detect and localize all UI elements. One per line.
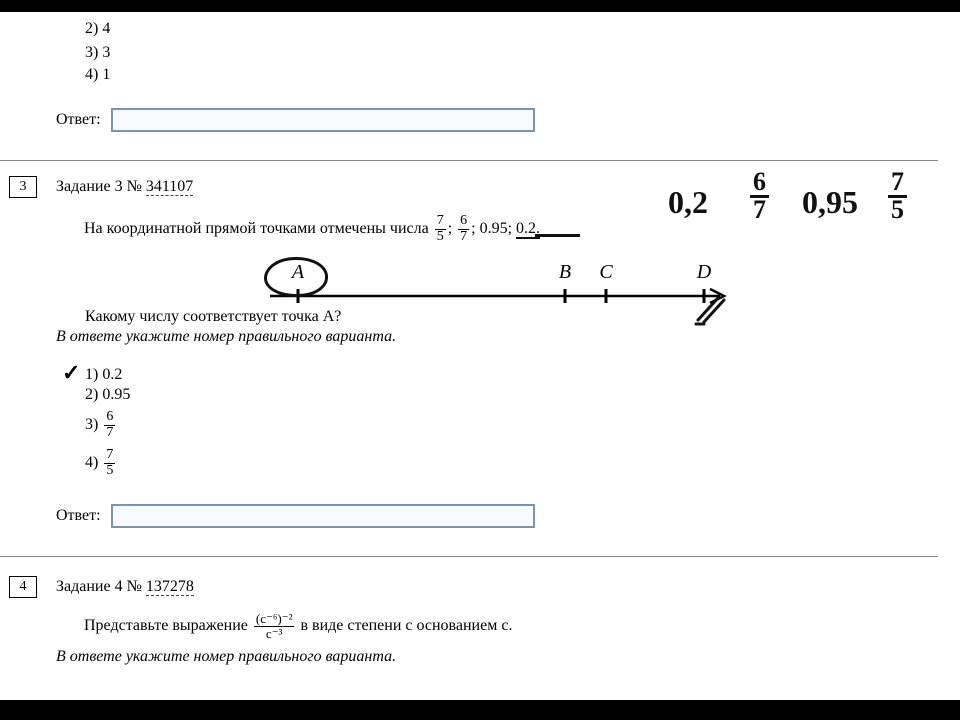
- task4-id-link[interactable]: 137278: [146, 578, 194, 596]
- task2-opt-4: 4) 1: [85, 66, 110, 84]
- task3-frac1: 7 5: [435, 214, 446, 244]
- task3-opt-3: 3) 67: [85, 410, 117, 440]
- task2-answer-input[interactable]: [111, 108, 535, 132]
- task3-opt-4-frac: 75: [104, 448, 115, 478]
- worksheet-page: 2) 4 3) 3 4) 1 Ответ: 3 Задание 3 № 3411…: [0, 12, 960, 700]
- task2-answer-label: Ответ:: [56, 111, 101, 129]
- task3-stmt-p1: На координатной прямой точками отмечены …: [84, 220, 433, 237]
- task4-number-box: 4: [9, 576, 37, 598]
- handwriting: 67: [750, 170, 769, 225]
- hand-pen-icon: [694, 290, 728, 328]
- task4-statement: Представьте выражение (c⁻⁶)⁻² c⁻³ в виде…: [84, 612, 784, 640]
- task3-sep2: ; 0.95;: [471, 220, 516, 237]
- task3-opt-1: 1) 0.2: [85, 366, 122, 384]
- task3-question: Какому числу соответствует точка A?: [85, 308, 341, 326]
- task3-id-link[interactable]: 341107: [146, 178, 193, 196]
- divider-2: [0, 556, 938, 557]
- hand-checkmark: ✓: [62, 360, 80, 386]
- task3-statement: На координатной прямой точками отмечены …: [84, 214, 604, 244]
- hand-circle-A: [264, 257, 328, 297]
- task3-sep1: ;: [448, 220, 456, 237]
- task4-stmt-p2: в виде степени с основанием c.: [300, 617, 512, 634]
- task3-answer-label: Ответ:: [56, 507, 101, 525]
- task4-header: Задание 4 № 137278: [56, 578, 194, 596]
- task3-instruction: В ответе укажите номер правильного вариа…: [56, 328, 396, 346]
- task3-answer-row: Ответ:: [56, 504, 535, 528]
- browser-botbar: [0, 700, 960, 720]
- task4-instruction: В ответе укажите номер правильного вариа…: [56, 648, 396, 666]
- hand-underline-02: [535, 234, 580, 237]
- task3-number-box: 3: [9, 176, 37, 198]
- divider-1: [0, 160, 938, 161]
- task3-header: Задание 3 № 341107: [56, 178, 193, 196]
- task4-stmt-p1: Представьте выражение: [84, 617, 252, 634]
- svg-text:C: C: [599, 261, 613, 283]
- task3-opt-4: 4) 75: [85, 448, 117, 478]
- task3-frac2: 6 7: [458, 214, 469, 244]
- task2-answer-row: Ответ:: [56, 108, 535, 132]
- task2-opt-2: 2) 4: [85, 20, 110, 38]
- task3-opt-3-frac: 67: [104, 410, 115, 440]
- svg-text:D: D: [696, 261, 712, 283]
- browser-topbar: [0, 0, 960, 12]
- svg-text:B: B: [559, 261, 571, 283]
- task3-answer-input[interactable]: [111, 504, 535, 528]
- handwriting: 75: [888, 170, 907, 225]
- task3-opt-2: 2) 0.95: [85, 386, 130, 404]
- task2-opt-3: 3) 3: [85, 44, 110, 62]
- handwriting: 0,2: [668, 184, 708, 221]
- task4-expr: (c⁻⁶)⁻² c⁻³: [254, 612, 295, 640]
- task3-numberline: ABCD: [270, 256, 726, 314]
- task4-header-prefix: Задание 4 №: [56, 578, 142, 595]
- task3-header-prefix: Задание 3 №: [56, 178, 142, 195]
- handwriting: 0,95: [802, 184, 858, 221]
